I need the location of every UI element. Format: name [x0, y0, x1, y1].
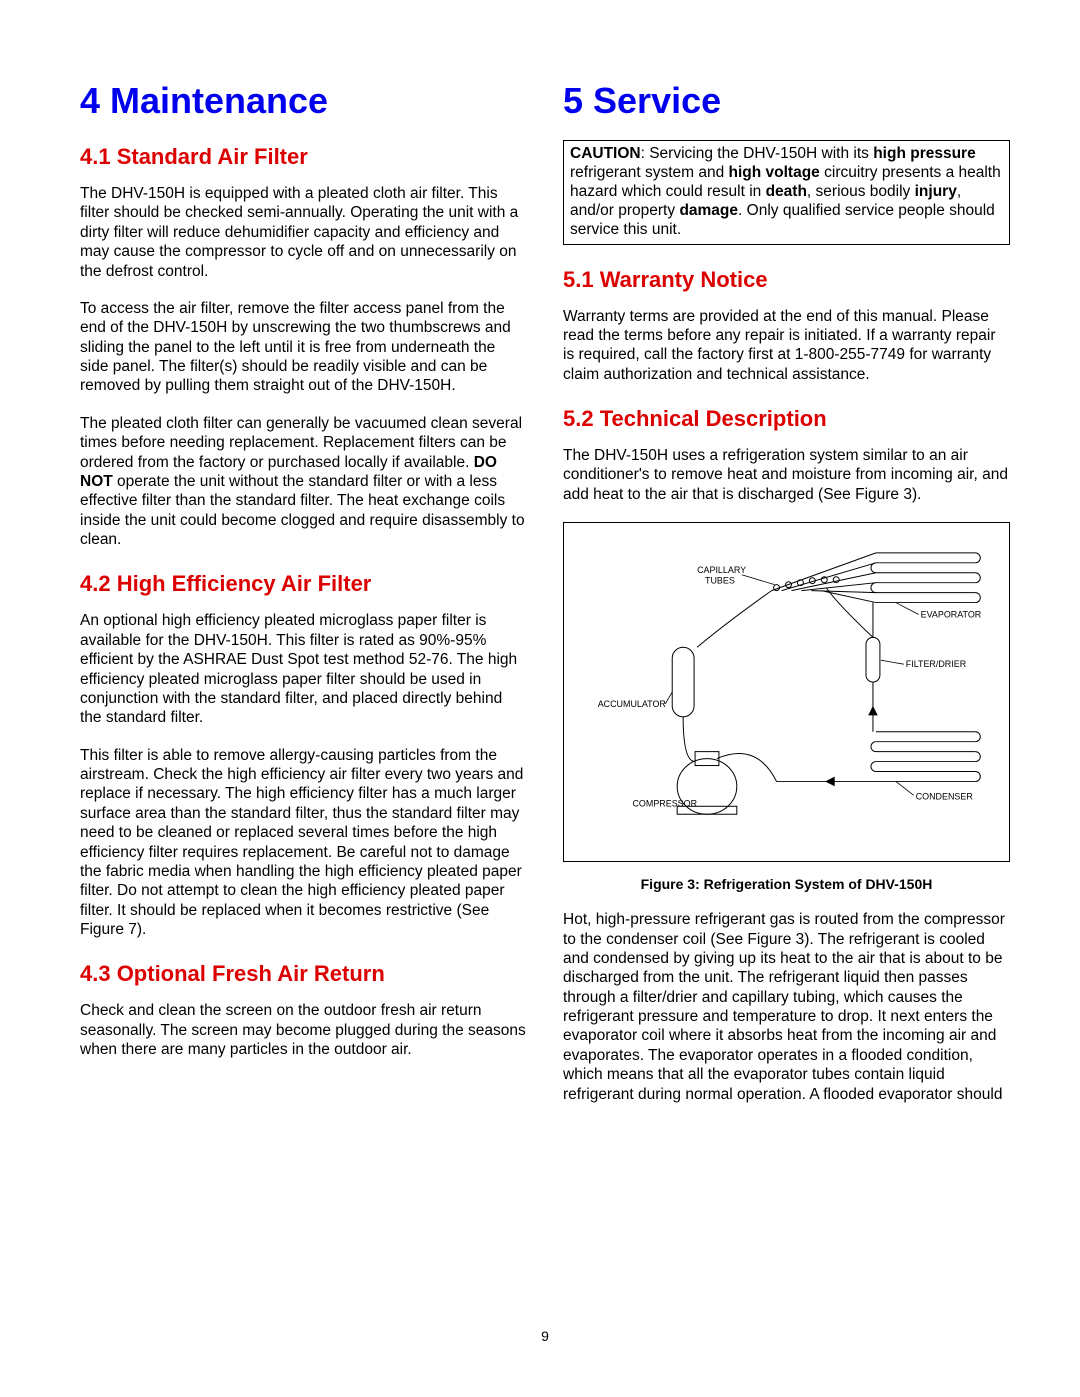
heading-5-1: 5.1 Warranty Notice	[563, 267, 1010, 293]
bold: damage	[679, 202, 738, 219]
para-4-2-a: An optional high efficiency pleated micr…	[80, 611, 527, 727]
para-5-2-a: The DHV-150H uses a refrigeration system…	[563, 446, 1010, 504]
left-column: 4 Maintenance 4.1 Standard Air Filter Th…	[80, 80, 527, 1320]
label-compressor: COMPRESSOR	[632, 798, 697, 808]
text: The pleated cloth filter can generally b…	[80, 415, 522, 471]
bold: injury	[915, 183, 957, 200]
bold: high voltage	[729, 164, 820, 181]
heading-4-2: 4.2 High Efficiency Air Filter	[80, 571, 527, 597]
para-4-3-a: Check and clean the screen on the outdoo…	[80, 1001, 527, 1059]
bold: death	[766, 183, 807, 200]
label-evaporator: EVAPORATOR	[921, 610, 982, 620]
para-4-1-a: The DHV-150H is equipped with a pleated …	[80, 184, 527, 281]
label-condenser: CONDENSER	[916, 791, 974, 801]
label-filter-drier: FILTER/DRIER	[906, 659, 967, 669]
caution-box: CAUTION: Servicing the DHV-150H with its…	[563, 140, 1010, 245]
label-capillary: CAPILLARYTUBES	[697, 565, 746, 586]
refrigeration-diagram: CAPILLARYTUBES EVAPORATOR FILTER/DRIER A…	[574, 533, 999, 851]
page-columns: 4 Maintenance 4.1 Standard Air Filter Th…	[80, 80, 1010, 1320]
para-5-2-b: Hot, high-pressure refrigerant gas is ro…	[563, 910, 1010, 1104]
right-column: 5 Service CAUTION: Servicing the DHV-150…	[563, 80, 1010, 1320]
para-4-1-b: To access the air filter, remove the fil…	[80, 299, 527, 396]
para-5-1-a: Warranty terms are provided at the end o…	[563, 307, 1010, 385]
text: operate the unit without the standard fi…	[80, 473, 525, 548]
figure-3-box: CAPILLARYTUBES EVAPORATOR FILTER/DRIER A…	[563, 522, 1010, 862]
label-accumulator: ACCUMULATOR	[598, 699, 667, 709]
text: : Servicing the DHV-150H with its	[641, 145, 874, 162]
para-4-2-b: This filter is able to remove allergy-ca…	[80, 746, 527, 940]
figure-3-caption: Figure 3: Refrigeration System of DHV-15…	[563, 876, 1010, 892]
text: refrigerant system and	[570, 164, 729, 181]
heading-4-3: 4.3 Optional Fresh Air Return	[80, 961, 527, 987]
para-4-1-c: The pleated cloth filter can generally b…	[80, 414, 527, 550]
text: , serious bodily	[807, 183, 915, 200]
heading-maintenance: 4 Maintenance	[80, 80, 527, 122]
heading-service: 5 Service	[563, 80, 1010, 122]
heading-4-1: 4.1 Standard Air Filter	[80, 144, 527, 170]
page-number: 9	[80, 1328, 1010, 1344]
heading-5-2: 5.2 Technical Description	[563, 406, 1010, 432]
bold: high pressure	[873, 145, 976, 162]
caution-lead: CAUTION	[570, 145, 641, 162]
